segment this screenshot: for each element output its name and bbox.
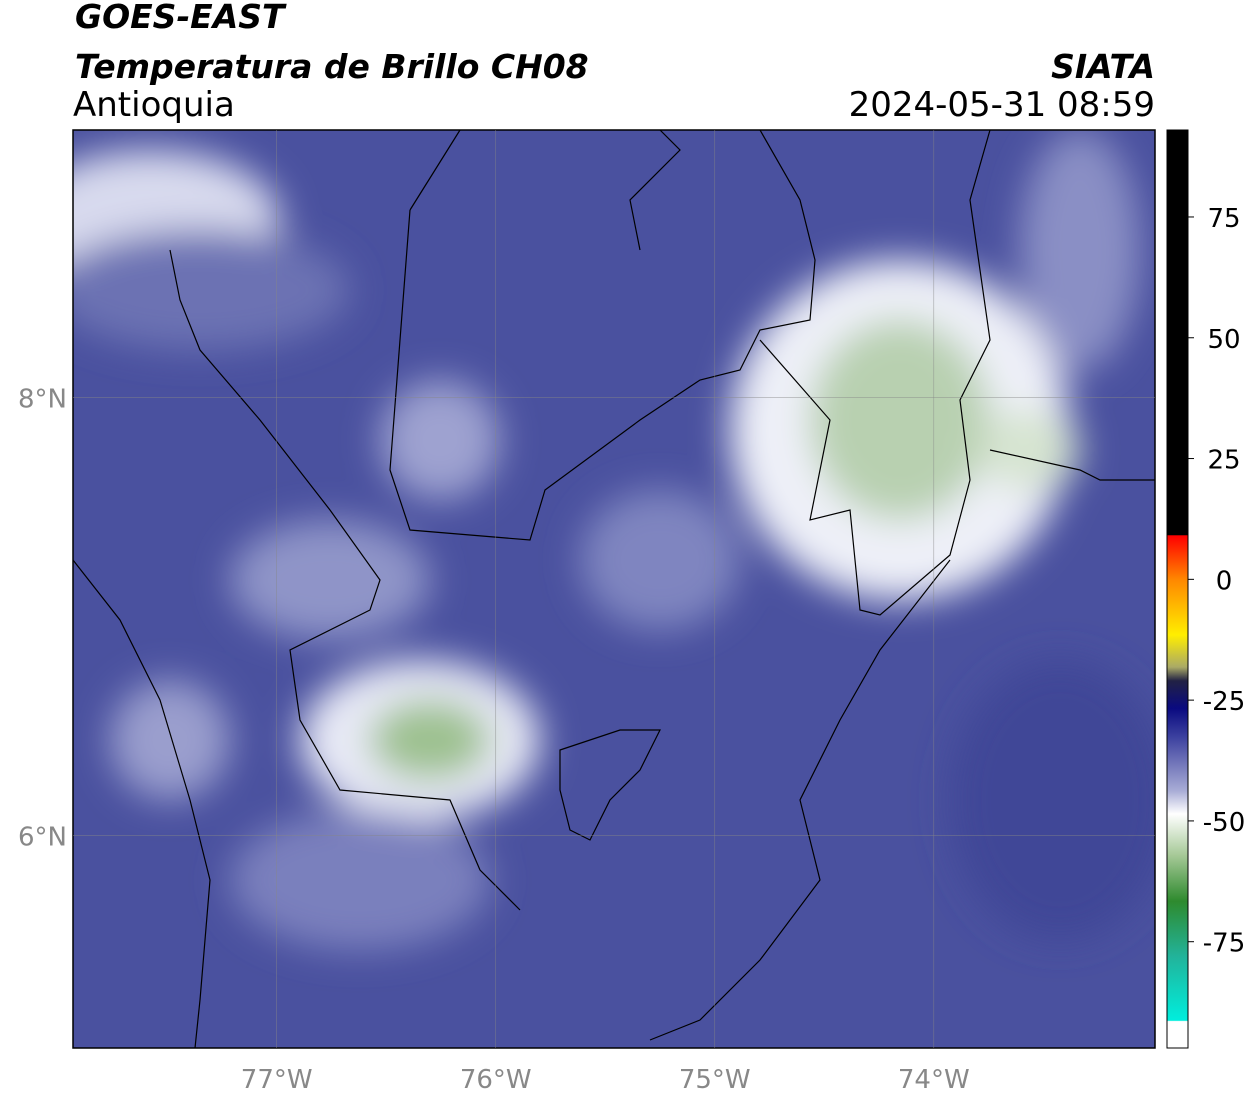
colorbar-tick-label: 0 [1216, 566, 1233, 596]
colorbar [1166, 129, 1189, 1049]
colorbar-tick-label: 50 [1207, 325, 1240, 355]
colorbar-tick-label: -75 [1203, 929, 1245, 959]
timestamp: 2024-05-31 08:59 [849, 85, 1155, 125]
x-tick-label: 76°W [460, 1065, 532, 1095]
product: Temperatura de Brillo CH08 [75, 47, 589, 86]
y-tick-label: 8°N [18, 384, 67, 414]
colorbar-tick-label: -25 [1203, 687, 1245, 717]
map-frame [72, 129, 1156, 1049]
x-tick-label: 75°W [679, 1065, 751, 1095]
map-image [73, 130, 1155, 1048]
colorbar-tick-label: 75 [1207, 204, 1240, 234]
y-tick-label: 6°N [18, 822, 67, 852]
region: Antioquia [73, 85, 235, 125]
colorbar-tick-label: -50 [1203, 808, 1245, 838]
satellite: GOES-EAST [75, 0, 287, 36]
colorbar-tick-label: 25 [1207, 446, 1240, 476]
x-tick-label: 77°W [241, 1065, 313, 1095]
x-tick-label: 74°W [898, 1065, 970, 1095]
agency: SIATA [1051, 47, 1155, 86]
